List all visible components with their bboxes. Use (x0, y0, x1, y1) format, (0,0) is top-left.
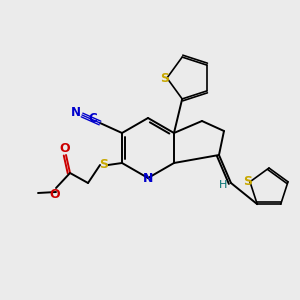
Text: O: O (50, 188, 60, 200)
Text: S: S (244, 175, 253, 188)
Text: S: S (100, 158, 109, 170)
Text: S: S (160, 71, 169, 85)
Text: N: N (143, 172, 153, 185)
Text: O: O (60, 142, 70, 154)
Text: H: H (219, 180, 227, 190)
Text: N: N (71, 106, 81, 118)
Text: C: C (88, 112, 98, 125)
